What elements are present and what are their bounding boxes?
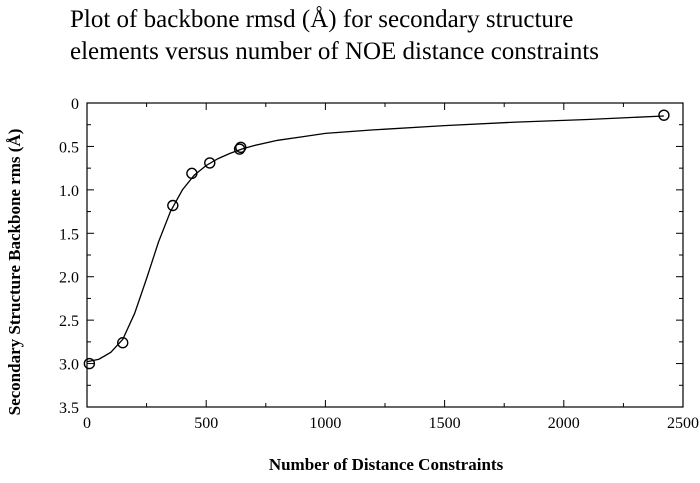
y-tick-label: 1.0	[59, 183, 79, 200]
data-point	[117, 337, 129, 349]
chart-title-line-1: Plot of backbone rmsd (Å) for secondary …	[70, 6, 574, 33]
data-point	[658, 109, 670, 121]
y-tick-label: 1.5	[59, 226, 79, 243]
x-tick-label: 1500	[429, 415, 461, 432]
x-tick-label: 0	[83, 415, 91, 432]
y-tick-label: 0.5	[59, 139, 79, 156]
data-point	[186, 167, 198, 180]
data-point	[83, 357, 96, 370]
x-tick-label: 1000	[309, 415, 341, 432]
data-point	[235, 141, 247, 153]
chart-title: Plot of backbone rmsd (Å) for secondary …	[70, 4, 698, 68]
y-tick-label: 3.0	[59, 357, 79, 374]
x-tick-label: 2500	[667, 415, 699, 432]
x-axis-label: Number of Distance Constraints	[268, 455, 504, 474]
x-tick-label: 500	[194, 415, 218, 432]
y-tick-label: 2.0	[59, 270, 79, 287]
data-point	[167, 199, 179, 212]
data-point	[233, 143, 246, 155]
x-tick-label: 2000	[548, 415, 580, 432]
y-tick-label: 2.5	[59, 313, 79, 330]
plot-frame	[86, 102, 684, 408]
chart-title-line-2: elements versus number of NOE distance c…	[70, 38, 600, 65]
y-axis-label-container: Secondary Structure Backbone rms (Å)	[3, 92, 27, 452]
fit-curve	[86, 115, 664, 363]
y-tick-label: 3.5	[59, 400, 79, 417]
data-point	[204, 157, 216, 169]
y-tick-label: 0	[71, 96, 79, 113]
y-axis-label: Secondary Structure Backbone rms (Å)	[5, 128, 24, 416]
